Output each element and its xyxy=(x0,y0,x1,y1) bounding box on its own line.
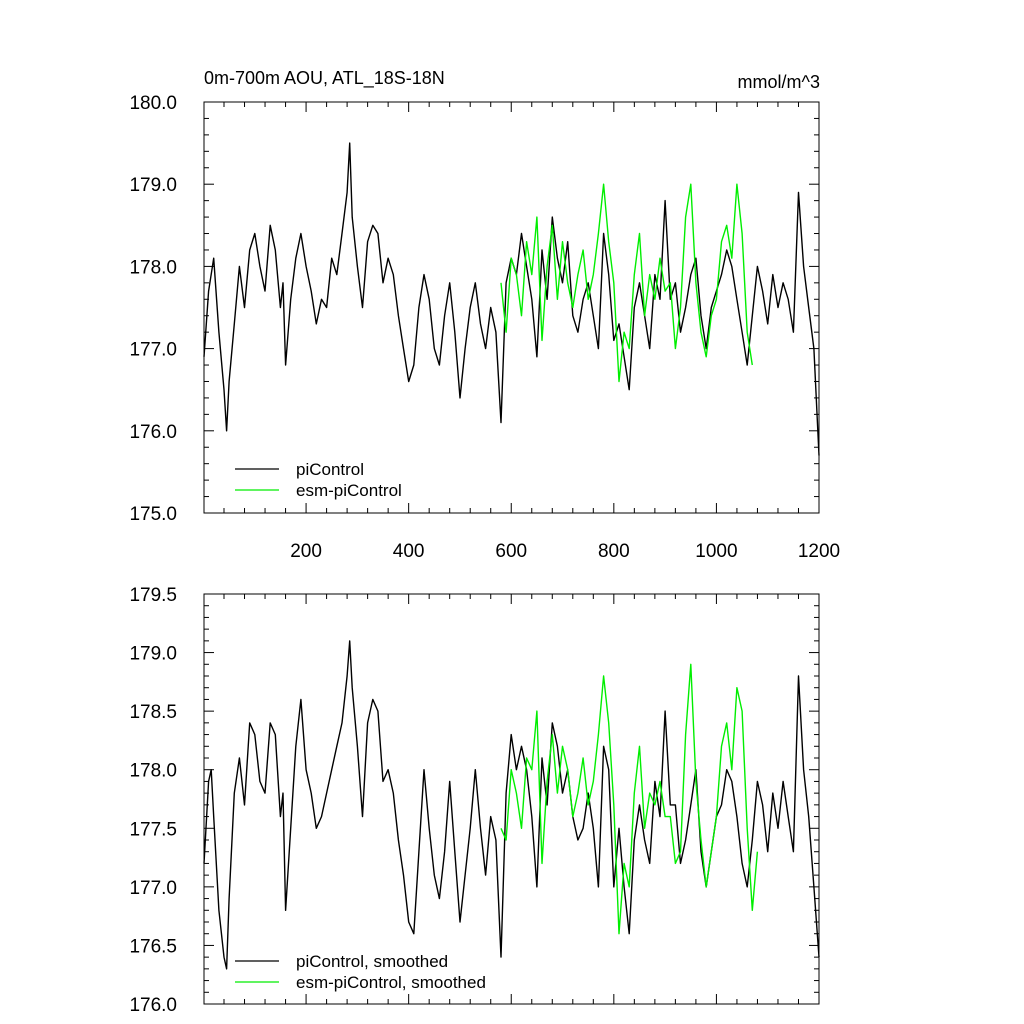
series-line-esm-picontrol xyxy=(500,183,753,383)
y-tick-label: 177.5 xyxy=(129,819,177,840)
series-lines xyxy=(203,142,820,456)
x-tick-label: 600 xyxy=(495,541,527,562)
y-tick-label: 178.0 xyxy=(129,257,177,278)
chart-panel-bottom: 176.0 176.5 177.0 177.5 178.0 178.5 179.0 179.5… xyxy=(129,585,820,1016)
y-tick-label: 176.0 xyxy=(129,995,177,1016)
x-tick-label: 800 xyxy=(598,541,630,562)
y-tick-label: 176.5 xyxy=(129,936,177,957)
units-label: mmol/m^3 xyxy=(738,72,820,92)
series-line-picontrol xyxy=(203,142,820,456)
plot-frame xyxy=(203,593,820,1005)
y-tick-label: 179.0 xyxy=(129,644,177,665)
series-line-esm-picontrol-smoothed xyxy=(500,663,759,935)
x-tick-label: 1200 xyxy=(798,541,840,562)
chart-panel-top: 0m-700m AOU, ATL_18S-18N mmol/m^3 175.01… xyxy=(129,68,840,562)
y-tick-label: 177.0 xyxy=(129,878,177,899)
chart-title: 0m-700m AOU, ATL_18S-18N xyxy=(204,68,445,89)
y-tick-labels: 176.0 176.5 177.0 177.5 178.0 178.5 179.0 179.5 xyxy=(129,585,177,1016)
x-tick-labels: 200 400 600 800 1000 1200 xyxy=(290,541,840,562)
y-tick-label: 177.0 xyxy=(129,340,177,361)
y-tick-label: 179.5 xyxy=(129,585,177,606)
y-tick-label: 180.0 xyxy=(129,93,177,114)
legend-label-esm-picontrol-smoothed: esm-piControl, smoothed xyxy=(296,973,486,992)
legend-label-picontrol-smoothed: piControl, smoothed xyxy=(296,952,448,971)
tick-marks xyxy=(204,101,820,514)
x-tick-label: 1000 xyxy=(695,541,737,562)
y-tick-label: 179.0 xyxy=(129,175,177,196)
y-tick-labels: 175.0 176.0 177.0 178.0 179.0 180.0 xyxy=(129,93,177,525)
tick-marks xyxy=(204,593,820,1005)
y-tick-label: 175.0 xyxy=(129,504,177,525)
legend: piControl esm-piControl xyxy=(235,460,402,500)
y-tick-label: 176.0 xyxy=(129,422,177,443)
legend-label-picontrol: piControl xyxy=(296,460,364,479)
x-tick-label: 400 xyxy=(393,541,425,562)
y-tick-label: 178.5 xyxy=(129,702,177,723)
series-lines xyxy=(203,640,820,970)
legend: piControl, smoothed esm-piControl, smoot… xyxy=(235,952,486,992)
plot-frame xyxy=(203,101,820,514)
legend-label-esm-picontrol: esm-piControl xyxy=(296,481,402,500)
y-tick-label: 178.0 xyxy=(129,761,177,782)
series-line-picontrol-smoothed xyxy=(203,640,820,970)
x-tick-label: 200 xyxy=(290,541,322,562)
